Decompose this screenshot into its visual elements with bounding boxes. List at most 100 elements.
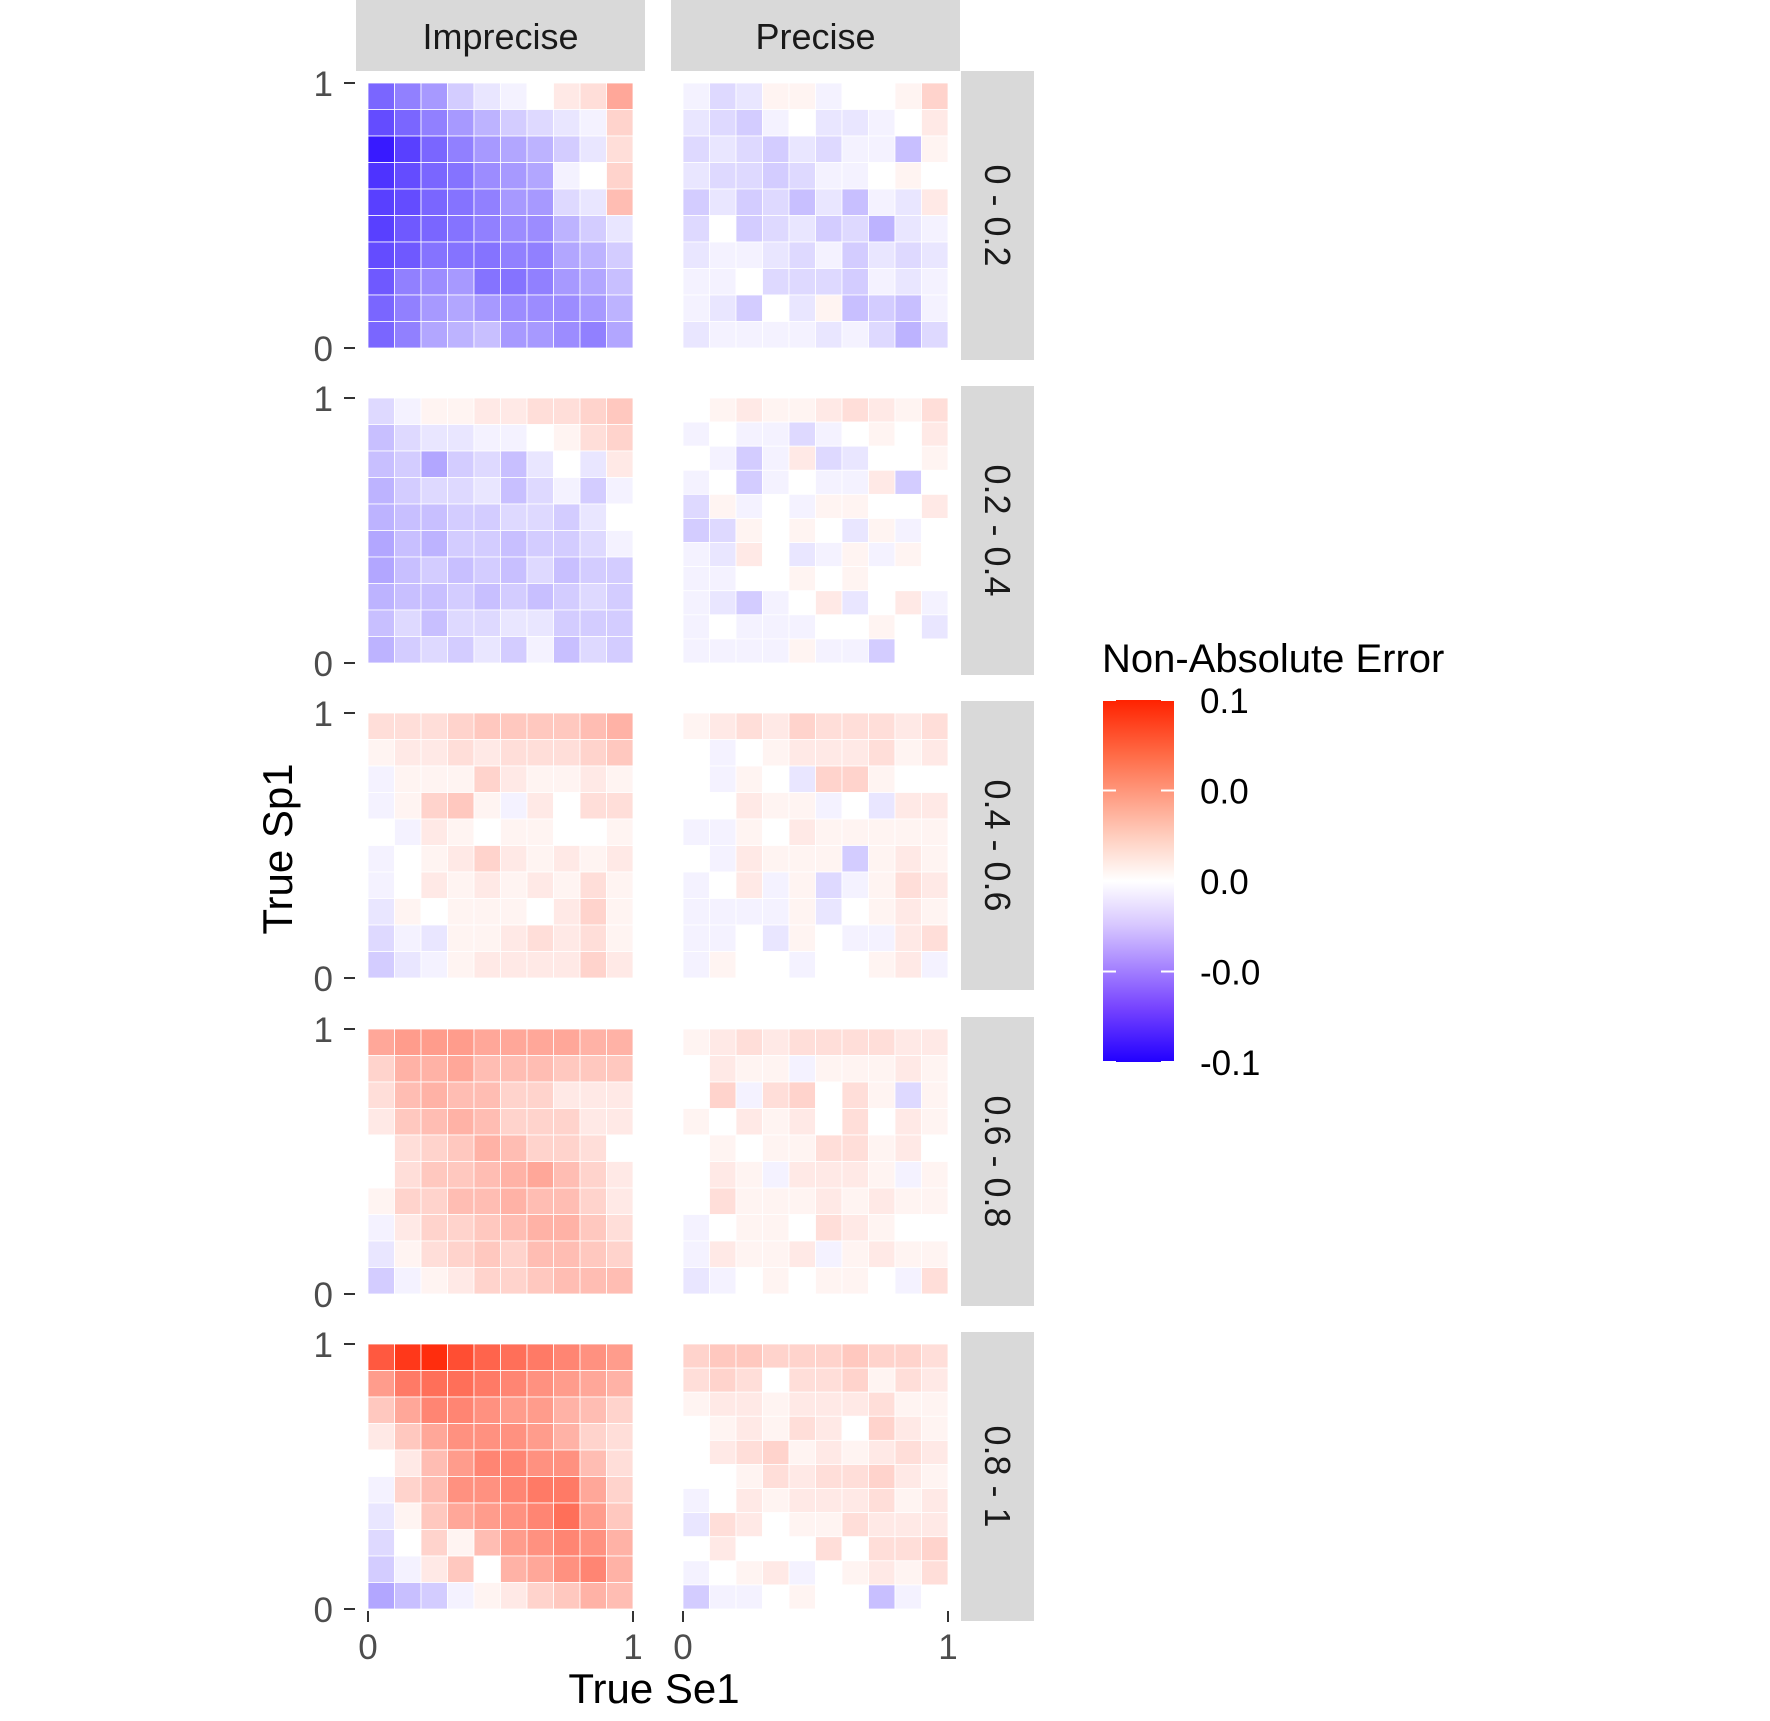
heatmap-cell [473, 556, 501, 584]
heatmap-cell [868, 924, 896, 952]
heatmap-cell [894, 445, 922, 471]
heatmap-cell [868, 1108, 896, 1136]
heatmap-cell [709, 162, 737, 190]
heatmap-cell [420, 294, 448, 322]
heatmap-cell [394, 636, 422, 664]
heatmap-cell [762, 898, 790, 926]
heatmap-cell [894, 321, 922, 349]
heatmap-cell [606, 818, 634, 846]
heatmap-cell [841, 469, 869, 495]
heatmap-cell [894, 924, 922, 952]
y-axes: 1 0 1 0 1 0 1 0 1 0 [314, 65, 355, 1630]
heatmap-cell [841, 1161, 869, 1189]
heatmap-cell [606, 1081, 634, 1109]
heatmap-cell [500, 109, 528, 137]
heatmap-cell [894, 109, 922, 137]
heatmap-cell [473, 241, 501, 269]
heatmap-cell [447, 397, 475, 425]
heatmap-cell [788, 1081, 816, 1109]
heatmap-cell [579, 241, 607, 269]
heatmap-cell [815, 1464, 843, 1489]
heatmap-cell [921, 712, 949, 740]
heatmap-cell [894, 951, 922, 979]
heatmap-cell [606, 1055, 634, 1083]
heatmap-cell [788, 1439, 816, 1465]
heatmap-cell [841, 1055, 869, 1083]
heatmap-cell [682, 162, 710, 190]
heatmap-cell [553, 1161, 581, 1189]
heatmap-cell [815, 712, 843, 740]
heatmap-cell [841, 1488, 869, 1514]
heatmap-cell [735, 1367, 763, 1393]
heatmap-cell [553, 1028, 581, 1056]
heatmap-cell [762, 1488, 790, 1514]
heatmap-cell [420, 1081, 448, 1109]
heatmap-cell [709, 712, 737, 740]
heatmap-cell [420, 162, 448, 190]
heatmap-cell [606, 951, 634, 979]
heatmap-panel [367, 1028, 634, 1295]
y-tick-label: 0 [314, 1591, 333, 1630]
heatmap-cell [394, 397, 422, 425]
heatmap-cell [553, 82, 581, 110]
heatmap-cell [367, 1134, 395, 1162]
heatmap-cell [868, 1536, 896, 1562]
heatmap-cell [579, 1343, 607, 1371]
heatmap-cell [762, 1028, 790, 1056]
heatmap-cell [709, 1214, 737, 1242]
heatmap-cell [682, 1343, 710, 1369]
x-tick-label: 1 [938, 1628, 957, 1667]
heatmap-cell [788, 1134, 816, 1162]
heatmap-cell [606, 294, 634, 322]
heatmap-cell [735, 1240, 763, 1268]
heatmap-cell [762, 241, 790, 269]
heatmap-cell [815, 1187, 843, 1215]
heatmap-cell [367, 898, 395, 926]
heatmap-cell [709, 845, 737, 873]
heatmap-panel [367, 397, 634, 664]
heatmap-cell [420, 712, 448, 740]
heatmap-cell [526, 1108, 554, 1136]
heatmap-cell [500, 241, 528, 269]
heatmap-cell [682, 924, 710, 952]
heatmap-cell [447, 556, 475, 584]
heatmap-cell [921, 1161, 949, 1189]
heatmap-cell [921, 1391, 949, 1417]
heatmap-cell [682, 1240, 710, 1268]
heatmap-cell [420, 1476, 448, 1504]
heatmap-cell [762, 445, 790, 471]
heatmap-cell [394, 503, 422, 531]
heatmap-cell [526, 109, 554, 137]
heatmap-cell [606, 765, 634, 793]
heatmap-cell [367, 109, 395, 137]
heatmap-cell [868, 1240, 896, 1268]
heatmap-cell [735, 188, 763, 216]
heatmap-cell [815, 469, 843, 495]
heatmap-cell [709, 1108, 737, 1136]
heatmap-cell [606, 898, 634, 926]
heatmap-cell [682, 469, 710, 495]
heatmap-cell [526, 712, 554, 740]
heatmap-cell [868, 871, 896, 899]
heatmap-cell [500, 845, 528, 873]
heatmap-cell [868, 268, 896, 296]
heatmap-cell [553, 556, 581, 584]
heatmap-cell [894, 765, 922, 793]
heatmap-cell [606, 321, 634, 349]
heatmap-cell [500, 898, 528, 926]
heatmap-cell [500, 1055, 528, 1083]
heatmap-cell [762, 162, 790, 190]
heatmap-cell [841, 898, 869, 926]
heatmap-cell [762, 1439, 790, 1465]
heatmap-cell [868, 82, 896, 110]
heatmap-cell [473, 609, 501, 637]
heatmap-cell [553, 1081, 581, 1109]
heatmap-cell [526, 1370, 554, 1398]
heatmap-cell [394, 951, 422, 979]
heatmap-cell [367, 765, 395, 793]
heatmap-cell [579, 845, 607, 873]
heatmap-cell [606, 1396, 634, 1424]
legend-title: Non-Absolute Error [1102, 637, 1444, 681]
heatmap-cell [394, 1555, 422, 1583]
heatmap-cell [500, 1582, 528, 1610]
